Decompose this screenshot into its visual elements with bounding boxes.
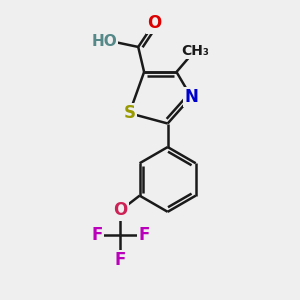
- Text: CH₃: CH₃: [182, 44, 210, 58]
- Text: N: N: [184, 88, 198, 106]
- Text: S: S: [123, 104, 135, 122]
- Text: F: F: [138, 226, 150, 244]
- Text: O: O: [113, 201, 128, 219]
- Text: F: F: [115, 251, 126, 269]
- Text: HO: HO: [92, 34, 117, 49]
- Text: F: F: [91, 226, 103, 244]
- Text: O: O: [147, 14, 161, 32]
